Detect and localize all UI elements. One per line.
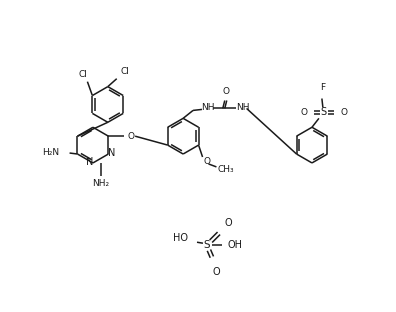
Text: N: N (108, 148, 115, 158)
Text: Cl: Cl (78, 70, 87, 79)
Text: S: S (321, 107, 327, 117)
Text: F: F (320, 83, 326, 92)
Text: NH: NH (201, 103, 215, 112)
Text: NH: NH (236, 103, 249, 112)
Text: Cl: Cl (120, 67, 129, 76)
Text: N: N (86, 157, 94, 167)
Text: H₂N: H₂N (42, 148, 60, 157)
Text: S: S (204, 240, 210, 250)
Text: CH₃: CH₃ (217, 165, 234, 174)
Text: O: O (222, 87, 229, 96)
Text: O: O (212, 267, 220, 277)
Text: OH: OH (227, 240, 242, 250)
Text: HO: HO (173, 233, 188, 243)
Text: O: O (203, 158, 210, 166)
Text: O: O (301, 108, 308, 117)
Text: NH₂: NH₂ (92, 179, 109, 188)
Text: O: O (340, 108, 347, 117)
Text: O: O (225, 218, 232, 228)
Text: O: O (128, 132, 135, 141)
